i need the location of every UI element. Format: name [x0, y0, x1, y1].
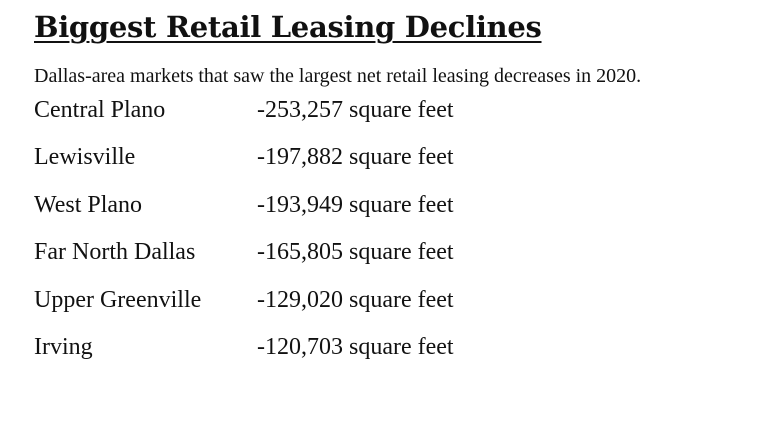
market-name: Upper Greenville — [34, 286, 202, 313]
list-item: West Plano -193,949 square feet — [34, 192, 734, 239]
leasing-change-value: -129,020 square feet — [257, 286, 454, 313]
leasing-change-value: -165,805 square feet — [257, 239, 454, 266]
article-card: Biggest Retail Leasing Declines Dallas-a… — [34, 6, 734, 381]
market-name: Central Plano — [34, 97, 166, 123]
list-item: Irving -120,703 square feet — [34, 334, 734, 381]
market-name: Far North Dallas — [34, 239, 196, 266]
leasing-change-value: -193,949 square feet — [257, 191, 454, 218]
list-item: Lewisville -197,882 square feet — [34, 144, 734, 191]
market-name: Irving — [34, 333, 93, 360]
market-name: West Plano — [34, 191, 143, 218]
list-item: Upper Greenville -129,020 square feet — [34, 287, 734, 334]
page-title: Biggest Retail Leasing Declines — [34, 10, 542, 44]
leasing-change-value: -197,882 square feet — [257, 144, 454, 171]
leasing-change-value: -120,703 square feet — [257, 333, 454, 360]
leasing-change-value: -253,257 square feet — [257, 97, 454, 123]
list-item: Far North Dallas -165,805 square feet — [34, 239, 734, 286]
market-name: Lewisville — [34, 144, 136, 171]
page-subtitle: Dallas-area markets that saw the largest… — [34, 65, 642, 87]
list-item: Central Plano -253,257 square feet — [34, 97, 734, 144]
market-list: Central Plano -253,257 square feet Lewis… — [34, 97, 734, 381]
